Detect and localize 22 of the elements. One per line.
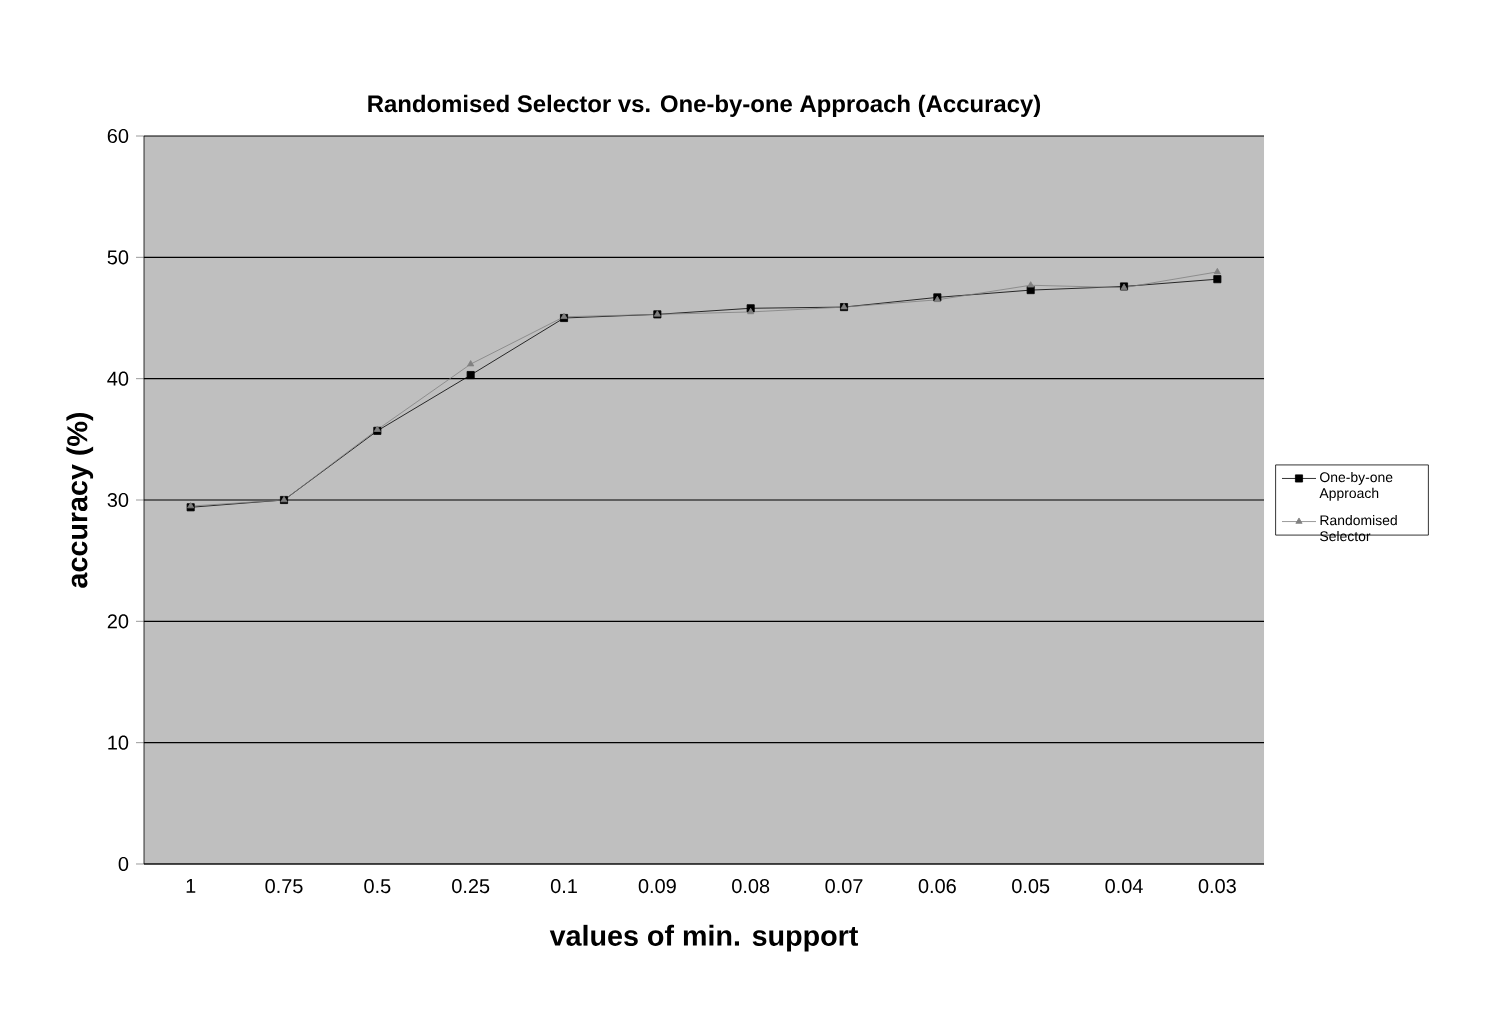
x-tick-label: 0.05 [1012,879,1050,894]
y-axis-title: accuracy (%) [66,412,94,588]
chart-title: Randomised Selector vs. One-by-one Approach (Accuracy) [368,94,1041,118]
x-tick-label: 0.09 [638,879,676,894]
x-tick-label: 0.1 [550,879,577,894]
x-tick-label: 0.08 [732,879,770,894]
x-axis-title: values of min. support [549,924,859,952]
y-tick-label: 60 [107,128,129,144]
y-tick-label: 0 [118,856,129,872]
y-tick-label: 40 [107,371,129,386]
x-tick-label: 0.5 [364,879,391,894]
y-tick-label: 30 [107,492,129,508]
x-tick-label: 0.03 [1198,879,1236,894]
x-tick-label: 0.06 [918,879,956,894]
x-tick-label: 0.04 [1105,879,1143,894]
y-tick-label: 20 [107,614,129,629]
x-tick-label: 0.25 [452,879,490,894]
x-tick-label: 1 [186,879,196,893]
y-tick-label: 10 [108,735,129,750]
x-tick-label: 0.75 [265,879,303,894]
y-tick-label: 50 [107,250,129,265]
x-tick-label: 0.07 [825,879,863,894]
